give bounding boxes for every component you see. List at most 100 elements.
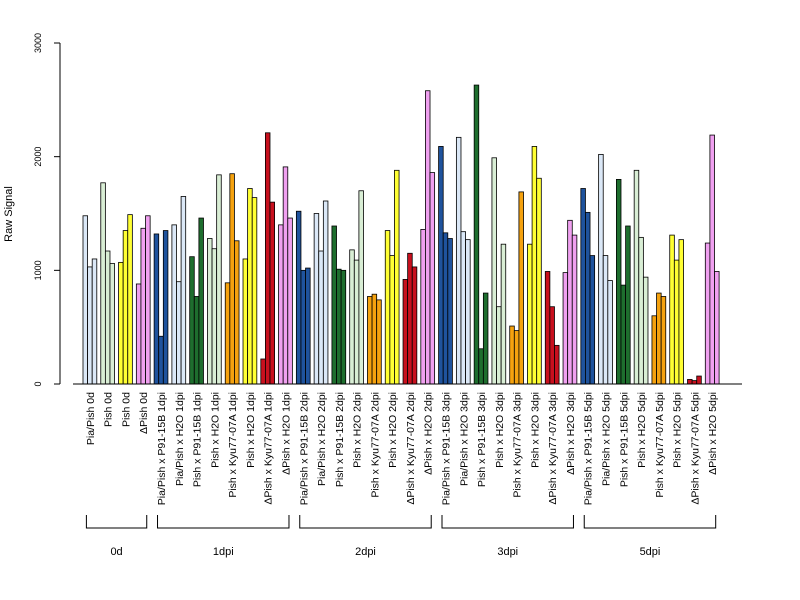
bar [247,188,253,385]
x-tick-label: Pia/Pish x P91-15B 5dpi [583,392,595,505]
bar [91,258,98,385]
bar [482,292,489,385]
bar [580,188,586,385]
bar [198,217,204,385]
bar [438,146,444,385]
bar [336,268,342,385]
x-tick-label: ΔPish x Kyu77-07A 3dpi [547,392,559,505]
bar [620,284,626,385]
bar [211,248,218,385]
bar [353,259,360,385]
bar [602,255,609,385]
bar [567,219,573,385]
x-tick-label: Pish x P91-15B 5dpi [618,392,630,487]
bar [420,229,426,385]
bar [295,210,302,385]
group-label: 2dpi [355,546,376,558]
bar [460,231,466,385]
bar [607,280,613,385]
x-tick-labels: Pia/Pish 0d Pish 0d Pish 0d ΔPish 0d Pia/Pis… [85,392,719,505]
bar [491,157,497,385]
bar [331,225,337,385]
x-tick-label: Pia/Pish x P91-15B 1dpi [156,392,168,505]
bar [176,281,182,385]
x-tick-label: Pish x H2O 2dpi [352,392,364,468]
x-tick-label: ΔPish x H2O 5dpi [707,392,719,475]
bar [140,227,146,385]
bar [229,173,235,385]
bar [447,238,453,385]
bar [384,230,391,385]
bar [562,272,569,385]
bar [442,232,449,385]
bar [465,239,471,385]
bar [207,238,213,385]
x-tick-label: ΔPish x Kyu77-07A 5dpi [689,392,701,505]
bar [704,242,711,385]
bar [100,182,106,385]
bar [473,84,480,385]
bar [260,358,266,385]
bar [180,196,187,385]
x-tick-label: ΔPish x H2O 2dpi [423,392,435,475]
bar [687,379,693,385]
group-bracket [583,515,717,529]
bar [358,190,364,385]
bar [696,375,702,385]
bar [216,174,222,385]
y-tick-label: 1000 [33,260,43,280]
x-tick-label: ΔPish x Kyu77-07A 2dpi [405,392,417,505]
bar [242,258,249,385]
bars [82,84,720,385]
bar [554,344,560,385]
bar [509,325,515,385]
y-tick-label: 3000 [33,33,43,53]
bar [673,259,680,385]
bar [193,296,200,385]
bar [162,230,169,385]
group-bracket [299,515,432,529]
x-tick-label: ΔPish x H2O 1dpi [280,392,292,475]
bar [251,197,258,385]
bar [625,225,631,385]
bar [127,214,133,385]
bar [496,306,502,385]
x-tick-label: Pish x Kyu77-07A 5dpi [654,392,666,498]
bar [651,315,657,385]
x-tick-label: Pish x Kyu77-07A 2dpi [369,392,381,498]
bar [322,200,329,385]
bar [87,266,93,385]
group-bracket [441,515,574,529]
bar [616,178,622,385]
bar [135,283,142,385]
bar [513,330,520,385]
x-tick-label: ΔPish 0d [138,392,150,434]
bar [478,348,484,385]
bar [376,299,382,385]
bar [656,292,662,385]
bar [264,132,271,385]
x-tick-label: Pia/Pish 0d [85,392,97,445]
bar [642,276,649,385]
x-tick-label: Pish x Kyu77-07A 1dpi [227,392,239,498]
bar [349,249,355,385]
bar [531,146,538,385]
x-tick-label: Pish x H2O 3dpi [529,392,541,468]
x-tick-label: Pia/Pish x H2O 1dpi [174,392,186,486]
bar [402,279,409,385]
bar [287,217,293,385]
y-tick-label: 0 [33,381,43,386]
x-tick-label: ΔPish x Kyu77-07A 1dpi [263,392,275,505]
bar [389,255,395,385]
y-tick-label: 2000 [33,147,43,167]
group-label: 0d [110,546,122,558]
x-tick-label: Pia/Pish x P91-15B 3dpi [441,392,453,505]
bar [527,243,533,385]
bar [313,213,320,385]
bar [153,233,160,385]
bar [145,215,151,385]
x-tick-label: Pish x H2O 3dpi [494,392,506,468]
x-tick-label: Pia/Pish x H2O 5dpi [601,392,613,486]
bar [278,224,284,385]
bar [318,250,324,385]
